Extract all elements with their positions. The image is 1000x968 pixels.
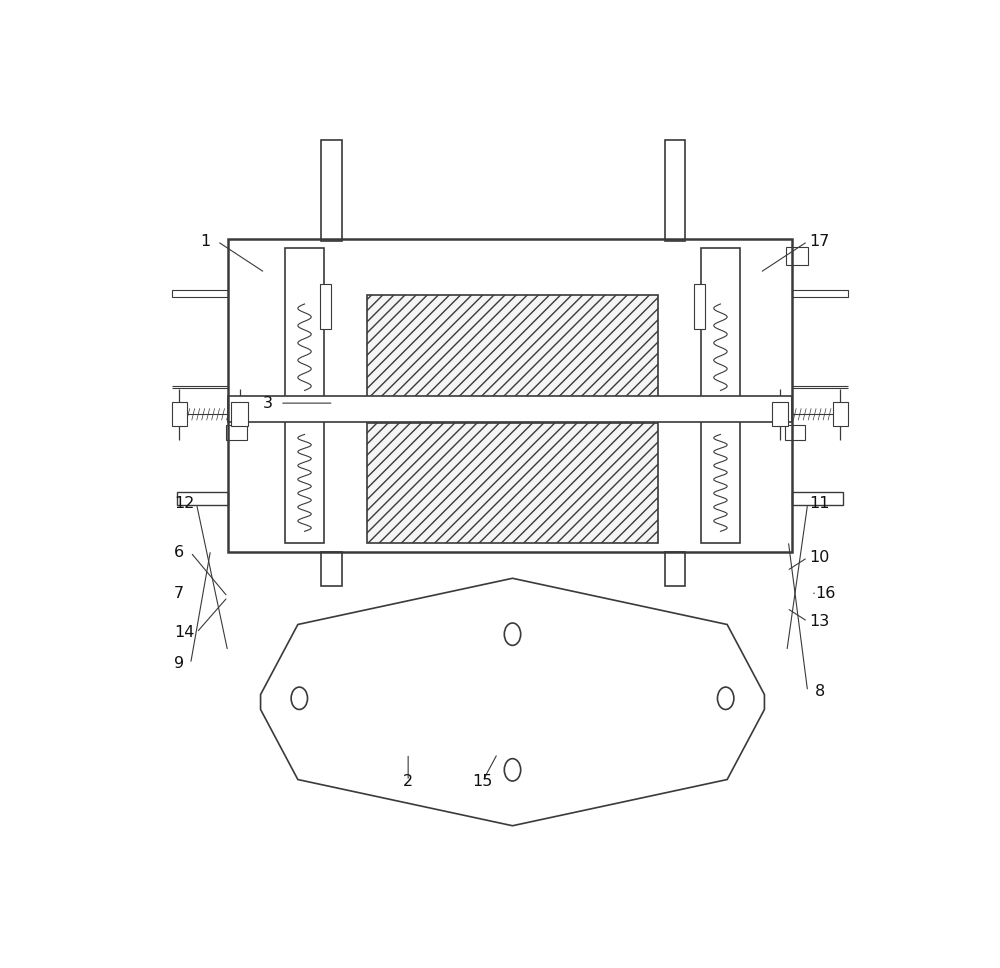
Bar <box>231 403 248 426</box>
Text: 11: 11 <box>809 497 830 511</box>
Polygon shape <box>261 578 764 826</box>
Bar <box>701 248 740 543</box>
Bar <box>321 140 342 241</box>
Text: 13: 13 <box>809 614 830 629</box>
Bar <box>172 289 228 297</box>
Bar <box>786 247 808 265</box>
Ellipse shape <box>291 687 308 710</box>
Bar <box>226 426 247 440</box>
Bar <box>785 426 805 440</box>
Bar <box>321 552 342 586</box>
Bar <box>772 403 788 426</box>
Ellipse shape <box>717 687 734 710</box>
Bar <box>792 289 848 297</box>
Bar <box>367 295 658 400</box>
Bar <box>228 239 792 552</box>
Text: 1: 1 <box>200 234 211 249</box>
Bar <box>665 140 685 241</box>
Text: 8: 8 <box>814 684 825 699</box>
Text: 9: 9 <box>174 656 184 672</box>
Bar <box>172 403 187 426</box>
Bar <box>285 248 324 543</box>
Text: 14: 14 <box>174 625 195 640</box>
Bar <box>665 552 685 586</box>
Ellipse shape <box>504 759 521 781</box>
Bar <box>833 403 848 426</box>
Text: 3: 3 <box>263 396 273 410</box>
Text: 2: 2 <box>403 773 413 789</box>
Text: 17: 17 <box>809 234 830 249</box>
Bar <box>694 284 705 328</box>
Text: 10: 10 <box>809 550 830 565</box>
Text: 16: 16 <box>815 586 836 601</box>
Text: 7: 7 <box>174 586 184 601</box>
Text: 15: 15 <box>472 773 493 789</box>
Bar <box>320 284 331 328</box>
Bar <box>792 492 843 505</box>
Ellipse shape <box>504 623 521 646</box>
Text: 12: 12 <box>174 497 195 511</box>
Bar <box>177 492 228 505</box>
Bar <box>367 423 658 542</box>
Bar <box>228 397 792 422</box>
Text: 6: 6 <box>174 545 184 560</box>
